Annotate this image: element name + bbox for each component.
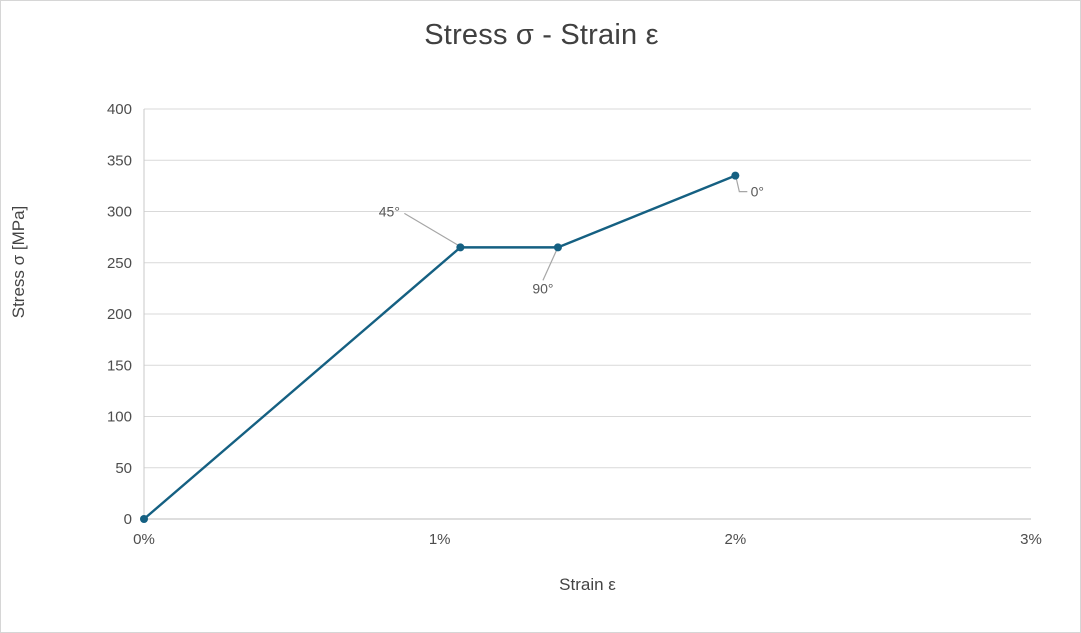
- annotation-label-0°: 0°: [751, 184, 764, 200]
- y-tick-label: 100: [107, 409, 132, 426]
- annotation-label-45°: 45°: [379, 203, 400, 219]
- annotation-leader-90°: [542, 249, 558, 281]
- y-tick-label: 300: [107, 204, 132, 221]
- y-tick-label: 150: [107, 357, 132, 374]
- data-point-1.07pct-265MPa: [456, 243, 465, 252]
- y-tick-label: 250: [107, 255, 132, 272]
- series-line: [143, 174, 736, 520]
- x-axis-title: Strain ε: [559, 575, 616, 594]
- x-tick-label: 0%: [133, 531, 155, 548]
- chart-title: Stress σ - Strain ε: [424, 19, 659, 51]
- y-tick-label: 50: [115, 460, 132, 477]
- y-tick-label: 200: [107, 306, 132, 323]
- data-point-2pct-335MPa: [731, 171, 740, 180]
- x-tick-label: 3%: [1020, 531, 1042, 548]
- annotation-leader-0°: [735, 178, 748, 193]
- data-point-0pct-0MPa: [140, 515, 148, 523]
- x-tick-label: 1%: [429, 531, 451, 548]
- data-point-1.4pct-265MPa: [553, 243, 562, 252]
- annotation-leader-45°: [404, 212, 459, 246]
- annotation-label-90°: 90°: [532, 280, 553, 296]
- y-tick-label: 350: [107, 152, 132, 169]
- y-tick-label: 400: [107, 101, 132, 118]
- x-tick-label: 2%: [724, 531, 746, 548]
- y-tick-label: 0: [124, 511, 132, 528]
